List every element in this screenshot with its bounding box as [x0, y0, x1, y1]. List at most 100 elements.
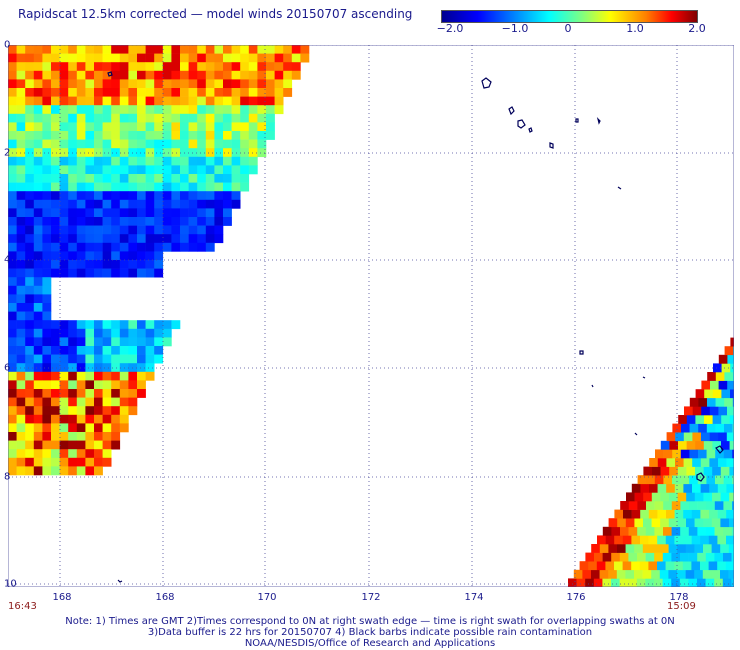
wind-cell — [602, 526, 612, 536]
wind-cell — [145, 328, 155, 338]
wind-cell — [25, 363, 35, 373]
wind-cell — [214, 105, 224, 115]
wind-cell — [16, 122, 26, 132]
wind-cell — [180, 88, 189, 97]
wind-cell — [162, 113, 172, 123]
wind-cell — [102, 371, 112, 381]
wind-cell — [257, 88, 267, 97]
wind-cell — [713, 363, 722, 373]
wind-cell — [111, 414, 121, 424]
wind-cell — [8, 397, 17, 407]
wind-cell — [655, 449, 664, 459]
wind-cell — [68, 88, 78, 97]
wind-cell — [68, 131, 78, 140]
wind-cell — [300, 53, 310, 63]
wind-cell — [646, 501, 655, 510]
wind-difference-map[interactable] — [8, 45, 734, 587]
wind-cell — [85, 423, 95, 433]
wind-cell — [42, 251, 52, 261]
wind-cell — [33, 139, 43, 149]
wind-cell — [102, 70, 112, 80]
wind-cell — [197, 199, 207, 209]
wind-cell — [649, 458, 659, 467]
wind-cell — [42, 363, 52, 373]
wind-cell — [51, 432, 60, 441]
wind-cell — [102, 389, 112, 398]
wind-cell — [94, 105, 103, 115]
wind-cell — [42, 242, 52, 252]
wind-cell — [614, 509, 624, 519]
wind-cell — [94, 337, 103, 347]
wind-cell — [724, 423, 733, 433]
wind-cell — [665, 561, 675, 571]
wind-cell — [8, 371, 17, 381]
wind-cell — [188, 45, 198, 54]
wind-cell — [8, 131, 17, 140]
wind-cell — [111, 182, 121, 192]
wind-cell — [33, 294, 43, 304]
wind-cell — [25, 156, 35, 166]
wind-cell — [25, 165, 35, 175]
wind-cell — [42, 389, 52, 398]
wind-cell — [678, 440, 687, 450]
lon-tick-label: 170 — [257, 592, 277, 603]
wind-cell — [59, 182, 69, 192]
wind-cell — [591, 569, 600, 579]
wind-cell — [76, 113, 86, 123]
wind-cell — [111, 113, 121, 123]
wind-cell — [240, 156, 250, 166]
wind-cell — [25, 380, 35, 390]
wind-cell — [51, 371, 60, 381]
wind-cell — [16, 79, 26, 89]
wind-cell — [231, 139, 241, 149]
wind-cell — [657, 458, 667, 467]
wind-cell — [25, 354, 35, 364]
wind-cell — [128, 208, 138, 218]
wind-cell — [728, 544, 734, 553]
wind-cell — [33, 466, 43, 476]
wind-cell — [188, 156, 198, 166]
wind-cell — [688, 552, 698, 562]
wind-cell — [33, 260, 43, 269]
wind-cell — [68, 440, 78, 450]
wind-cell — [689, 475, 699, 485]
wind-cell — [33, 268, 43, 278]
wind-cell — [94, 260, 103, 269]
wind-cell — [180, 225, 189, 235]
wind-cell — [42, 174, 52, 183]
wind-cell — [706, 526, 715, 536]
wind-cell — [171, 191, 181, 201]
wind-cell — [51, 217, 60, 226]
wind-cell — [85, 191, 95, 201]
wind-cell — [128, 174, 138, 183]
wind-cell — [231, 199, 241, 209]
wind-cell — [94, 88, 103, 97]
wind-cell — [171, 320, 181, 330]
wind-cell — [94, 320, 103, 330]
wind-cell — [68, 96, 78, 106]
wind-cell — [102, 251, 112, 261]
wind-cell — [42, 131, 52, 140]
wind-cell — [162, 182, 172, 192]
wind-cell — [33, 303, 43, 312]
wind-cell — [145, 96, 155, 106]
wind-cell — [42, 277, 52, 287]
wind-cell — [25, 251, 35, 261]
wind-cell — [68, 414, 78, 424]
wind-cell — [171, 225, 181, 235]
wind-cell — [188, 105, 198, 115]
wind-cell — [274, 105, 284, 115]
wind-cell — [16, 285, 26, 295]
wind-cell — [154, 268, 164, 278]
wind-cell — [59, 406, 69, 416]
wind-cell — [51, 346, 60, 355]
wind-cell — [85, 354, 95, 364]
wind-cell — [704, 389, 714, 399]
wind-cell — [214, 199, 224, 209]
wind-cell — [214, 139, 224, 149]
wind-cell — [42, 346, 52, 355]
wind-cell — [649, 483, 658, 493]
wind-cell — [76, 148, 86, 158]
wind-cell — [257, 105, 267, 115]
wind-cell — [51, 251, 60, 261]
